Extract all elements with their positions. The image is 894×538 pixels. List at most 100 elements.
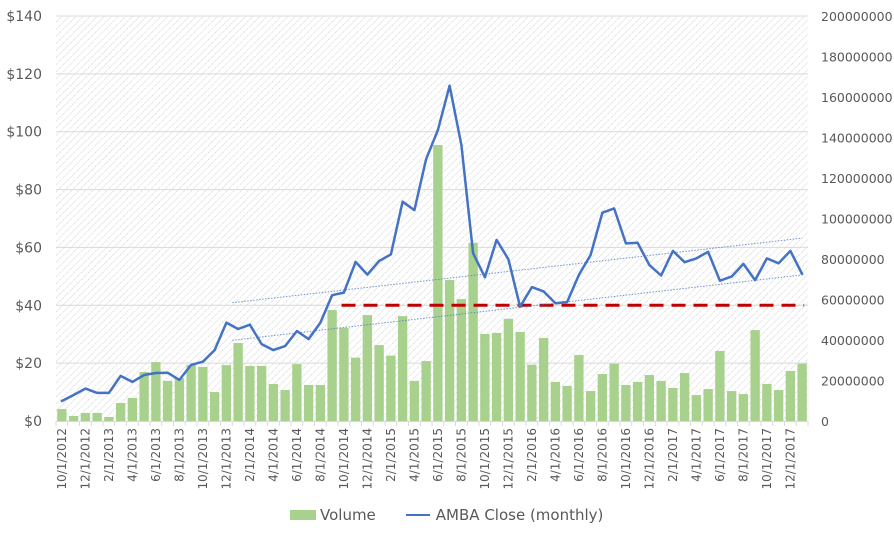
annotations [232,237,805,341]
x-tick-label: 4/1/2016 [548,428,562,482]
x-tick-label: 10/1/2015 [478,428,492,490]
x-tick-label: 12/1/2016 [642,428,656,490]
x-tick-label: 2/1/2013 [102,428,116,482]
left-tick-label: $140 [6,9,42,25]
volume-bar [162,380,173,421]
volume-bar [339,327,349,421]
volume-bar [773,390,784,421]
x-axis [55,421,809,426]
right-tick-label: 60000000 [821,293,885,308]
x-tick-label: 10/1/2017 [760,428,774,490]
right-tick-label: 120000000 [821,171,893,186]
volume-bar [515,331,525,421]
x-tick-label: 6/1/2014 [290,428,304,482]
x-tick-label: 10/1/2013 [196,428,210,490]
left-tick-label: $20 [15,356,42,372]
volume-bar [585,391,596,421]
volume-bar [597,374,608,421]
volume-bar [456,299,467,421]
volume-bar [762,383,772,421]
right-tick-label: 40000000 [821,333,885,348]
legend-label-volume: Volume [320,506,376,524]
x-tick-label: 10/1/2014 [337,428,351,490]
volume-bar [409,380,420,421]
volume-bar [92,412,102,421]
x-tick-label: 4/1/2017 [689,428,703,482]
volume-bar [174,378,185,421]
x-tick-label: 10/1/2016 [619,428,633,490]
volume-bar [715,350,725,421]
x-tick-label: 10/1/2012 [55,428,69,490]
x-tick-label: 12/1/2013 [219,428,233,490]
left-tick-label: $0 [24,414,42,430]
x-tick-label: 6/1/2016 [572,428,586,482]
volume-bar [691,395,702,421]
volume-swatch [290,510,316,520]
volume-bar [151,362,161,421]
volume-bar [703,389,713,421]
legend-item-volume[interactable]: Volume [290,506,376,524]
volume-bar [562,385,572,421]
right-tick-label: 140000000 [821,131,893,146]
amba-close-line [60,84,804,403]
volume-bar [679,373,690,421]
volume-bar [386,355,396,421]
x-tick-label: 12/1/2012 [78,428,92,490]
volume-bar [221,365,232,421]
volume-bar [656,380,666,421]
x-tick-label: 8/1/2016 [595,428,609,482]
volume-bar [632,381,643,421]
volume-bar [374,345,384,421]
volume-bar [797,363,807,421]
volume-bar [726,391,737,421]
x-tick-label: 8/1/2014 [313,428,327,482]
volume-bar [538,337,549,421]
volume-bar [315,384,326,421]
right-tick-label: 80000000 [821,252,885,267]
x-tick-label: 2/1/2016 [525,428,539,482]
price-line-group [60,84,804,403]
volume-bar [433,144,443,421]
volume-bar [444,280,455,421]
gridlines [56,15,808,364]
volume-bar [233,343,243,421]
volume-bar [139,371,149,421]
lower-channel [232,274,803,341]
volume-bar [80,412,91,421]
volume-bar [115,402,126,421]
volume-bar [127,397,138,421]
volume-bar [468,242,478,421]
x-tick-label: 8/1/2015 [454,428,468,482]
plot-area [56,16,808,421]
x-tick-label: 2/1/2017 [666,428,680,482]
volume-bar [421,361,431,421]
left-tick-label: $40 [15,298,42,314]
legend-item-amba-close[interactable]: AMBA Close (monthly) [405,506,604,524]
volume-bar [327,310,337,421]
x-tick-label: 8/1/2017 [736,428,750,482]
x-tick-label: 8/1/2013 [172,428,186,482]
volume-bar [397,316,408,421]
right-tick-label: 20000000 [821,374,885,389]
x-tick-label: 12/1/2017 [783,428,797,490]
volume-bar [186,365,196,421]
volume-bar [104,416,114,421]
left-tick-label: $100 [6,125,42,141]
left-tick-label: $60 [15,240,42,256]
volume-bar [68,415,79,421]
volume-bar [57,409,67,421]
x-tick-label: 2/1/2015 [384,428,398,482]
volume-bar [245,365,255,421]
volume-bar [527,364,537,421]
volume-bar [480,333,490,421]
volume-bar [280,390,290,421]
volume-bar [209,392,220,421]
volume-bar [268,383,279,421]
x-tick-label: 6/1/2013 [149,428,163,482]
legend-label-amba-close: AMBA Close (monthly) [435,506,604,524]
volume-bar [292,364,302,421]
x-tick-label: 6/1/2015 [431,428,445,482]
x-tick-label: 4/1/2014 [266,428,280,482]
x-axis-labels: 10/1/2012 12/1/2012 2/1/2013 4/1/2013 6/1/20… [55,428,798,490]
